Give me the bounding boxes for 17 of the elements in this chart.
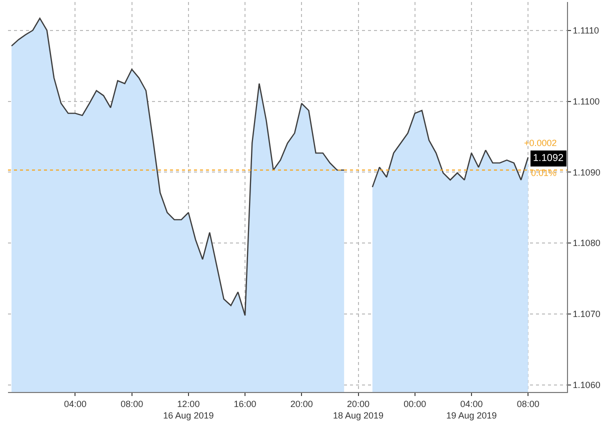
annotation: +0.0002	[524, 138, 557, 148]
x-tick-label: 20:00 18 Aug 2019	[332, 398, 384, 420]
x-tick-label: 04:00	[64, 398, 86, 409]
y-tick-label: 1.1110	[572, 26, 600, 36]
y-tick-label: 1.1060	[572, 380, 600, 390]
x-tick-label: 12:00 16 Aug 2019	[163, 398, 214, 420]
annotation: 1.1092	[533, 153, 564, 164]
y-tick-label: 1.1100	[572, 96, 600, 106]
y-tick-label: 1.1080	[572, 238, 600, 248]
x-tick-label: 20:00	[290, 398, 313, 409]
y-tick-label: 1.1070	[572, 309, 600, 320]
x-tick-label: 08:00	[516, 398, 540, 409]
x-tick-label: 08:00	[120, 398, 144, 409]
y-tick-label: 1.1090	[572, 167, 600, 178]
x-tick-label: 16:00	[234, 398, 256, 409]
x-tick-label: 00:00	[404, 398, 426, 409]
x-tick-label: 04:00 19 Aug 2019	[446, 398, 497, 420]
